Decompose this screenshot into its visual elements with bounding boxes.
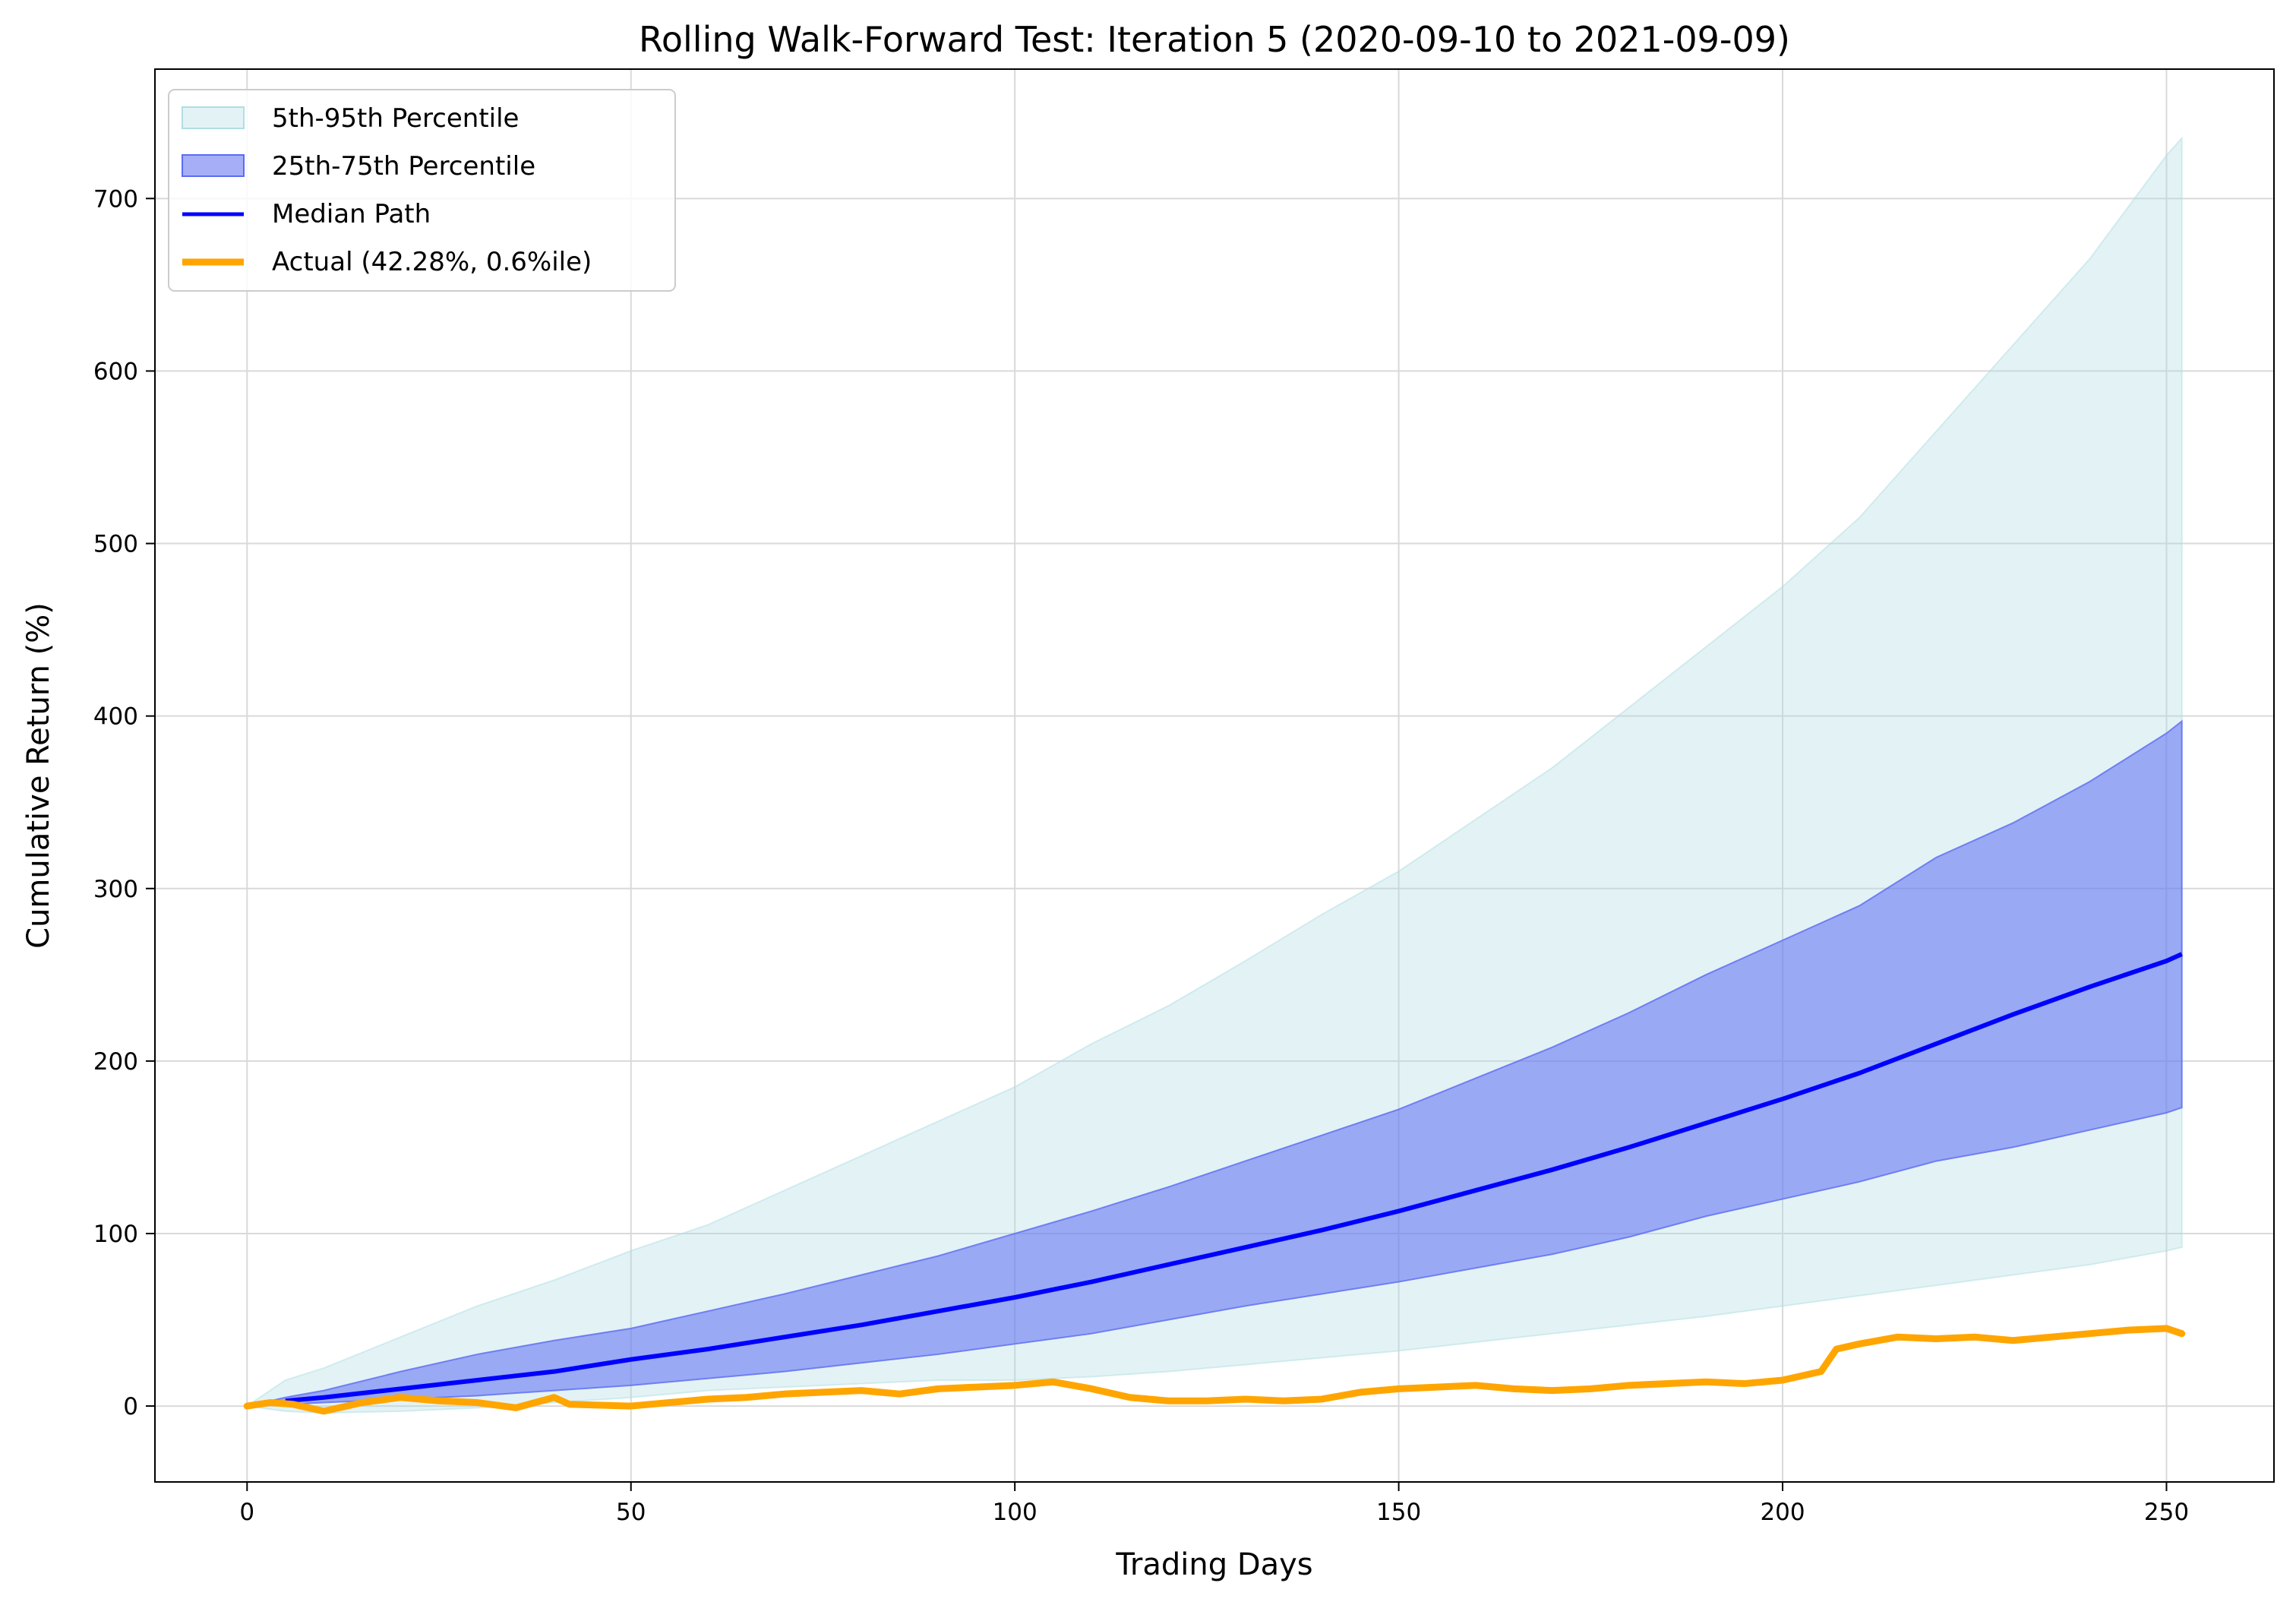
- legend-box: [168, 89, 676, 292]
- y-tick-label: 100: [93, 1221, 138, 1248]
- legend-label-median: Median Path: [272, 199, 431, 229]
- chart-title: Rolling Walk-Forward Test: Iteration 5 (…: [639, 19, 1790, 60]
- x-tick-label: 50: [616, 1499, 646, 1526]
- y-tick-label: 400: [93, 703, 138, 731]
- legend-item-band-95: 5th-95th Percentile: [182, 103, 519, 134]
- x-tick-label: 200: [1760, 1499, 1805, 1526]
- axis-ticks: 0 50 100 150 200 250 0 100 200 300 400 500 600 700: [93, 185, 2189, 1526]
- y-tick-label: 300: [93, 876, 138, 903]
- legend-item-actual: Actual (42.28%, 0.6%ile): [182, 247, 592, 277]
- legend-swatch-band-75: [182, 154, 245, 177]
- y-tick-label: 700: [93, 185, 138, 213]
- median-path-line: [285, 952, 2183, 1404]
- y-tick-label: 200: [93, 1048, 138, 1076]
- y-tick-label: 600: [93, 358, 138, 385]
- legend-label-band-95: 5th-95th Percentile: [272, 103, 519, 134]
- legend-item-median: Median Path: [182, 199, 431, 229]
- legend-swatch-band-95: [182, 106, 245, 129]
- legend-item-band-75: 25th-75th Percentile: [182, 151, 535, 182]
- x-tick-label: 100: [993, 1499, 1037, 1526]
- x-tick-label: 250: [2144, 1499, 2189, 1526]
- legend-label-actual: Actual (42.28%, 0.6%ile): [272, 247, 592, 277]
- x-tick-label: 150: [1376, 1499, 1421, 1526]
- x-axis-label: Trading Days: [1115, 1547, 1312, 1582]
- legend-label-band-75: 25th-75th Percentile: [272, 151, 535, 182]
- legend: 5th-95th Percentile 25th-75th Percentile…: [168, 89, 676, 292]
- y-tick-label: 0: [123, 1393, 138, 1420]
- band-25-75: [247, 719, 2183, 1408]
- actual-path-line: [243, 1325, 2186, 1415]
- plot-data: [243, 136, 2186, 1415]
- y-axis-label: Cumulative Return (%): [21, 602, 56, 949]
- y-tick-label: 500: [93, 531, 138, 558]
- plot-frame: [154, 68, 2275, 1483]
- x-tick-label: 0: [239, 1499, 254, 1526]
